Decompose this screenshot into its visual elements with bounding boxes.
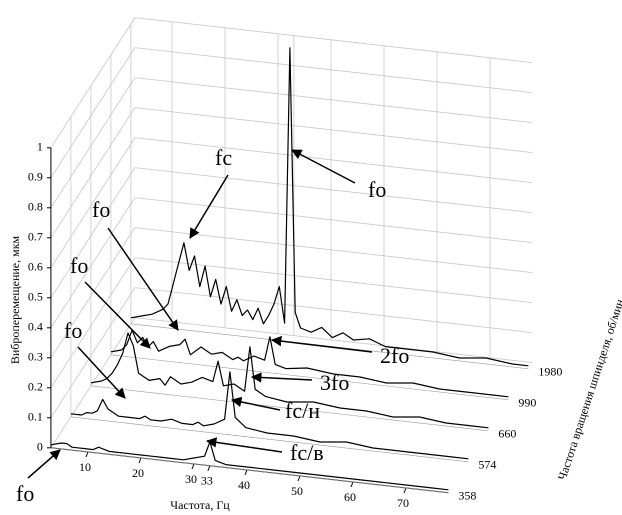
x-tick (244, 469, 248, 476)
grid-line (50, 287, 136, 419)
spectrum-line (130, 47, 529, 367)
floor-line (70, 416, 469, 463)
x-tick (403, 487, 407, 494)
depth-tick-label: 358 (458, 489, 476, 503)
annotation: fо (16, 481, 34, 506)
annotation-arrow (230, 396, 281, 411)
depth-tick-label: 574 (478, 458, 496, 472)
x-tick-label: 20 (132, 466, 144, 480)
z-tick-label: 0 (37, 440, 43, 454)
grid-line (134, 137, 533, 183)
z-tick-label: 0.3 (28, 350, 43, 364)
z-tick-label: 1 (37, 140, 43, 154)
depth-axis-label: Частота вращения шпинделя, об/мин (555, 297, 622, 482)
z-tick-label: 0.4 (28, 320, 43, 334)
grid-line (50, 167, 136, 299)
annotation-arrow (189, 174, 229, 239)
x-tick (297, 475, 301, 482)
annotation-arrow (84, 281, 151, 349)
floor-line (90, 385, 489, 432)
z-tick-label: 0.1 (28, 410, 43, 424)
grid-line (50, 47, 136, 179)
floor-line (50, 447, 449, 494)
annotation: 2fо (380, 343, 409, 368)
x-tick (191, 463, 195, 470)
annotation: fс/в (290, 440, 324, 465)
x-tick (85, 451, 89, 458)
depth-tick-label: 990 (518, 396, 536, 410)
x-tick (207, 465, 211, 471)
z-tick-label: 0.8 (28, 200, 43, 214)
grid-line (134, 227, 533, 273)
annotation: 3fо (320, 370, 349, 395)
annotation: fо (64, 318, 82, 343)
x-tick-label: 10 (79, 460, 91, 474)
grid-line (134, 287, 533, 333)
grid-line (134, 77, 533, 123)
annotation-arrow (205, 437, 283, 453)
x-tick-label: 40 (238, 478, 250, 492)
spectrum-line (90, 332, 489, 429)
z-tick-label: 0.7 (28, 230, 43, 244)
annotation-arrow (27, 449, 61, 479)
x-tick (350, 481, 354, 488)
grid-line (50, 17, 136, 149)
annotation-arrow (291, 149, 356, 184)
grid-line (134, 197, 533, 243)
z-axis-label: Виброперемещение, мкм (8, 235, 22, 364)
spectrum-line (110, 329, 509, 398)
floor-line (110, 354, 509, 401)
spectrum-line (70, 371, 469, 460)
x-tick-label: 50 (291, 484, 303, 498)
z-tick-label: 0.5 (28, 290, 43, 304)
annotation-arrow (270, 335, 373, 353)
annotation: fс (215, 145, 232, 170)
depth-tick-label: 660 (498, 427, 516, 441)
grid-line (134, 317, 533, 363)
annotation-arrow (250, 372, 313, 383)
grid-line (50, 77, 136, 209)
grid-line (134, 257, 533, 303)
annotation: fо (368, 177, 386, 202)
annotation-arrow (77, 346, 126, 399)
spectrum-line (50, 441, 449, 491)
x-axis-label: Частота, Гц (170, 498, 230, 512)
x-tick-label: 60 (344, 490, 356, 504)
z-tick-label: 0.2 (28, 380, 43, 394)
annotation: fо (92, 197, 110, 222)
x-tick (138, 457, 142, 464)
grid-line (134, 167, 533, 213)
annotation-arrow (107, 227, 179, 331)
annotation: fо (70, 253, 88, 278)
grid-line (134, 47, 533, 93)
annotation: fс/н (285, 398, 320, 423)
x-tick-label: 70 (397, 496, 409, 510)
z-tick-label: 0.9 (28, 170, 43, 184)
z-tick-label: 0.6 (28, 260, 43, 274)
grid-line (134, 107, 533, 153)
grid-line (50, 107, 136, 239)
grid-line (50, 257, 136, 389)
x-tick-label: 33 (201, 474, 213, 488)
grid-line (50, 227, 136, 359)
x-tick-label: 30 (185, 472, 197, 486)
grid-line (134, 17, 533, 63)
depth-tick-label: 1980 (538, 365, 562, 379)
grid-line (50, 137, 136, 269)
grid-line (50, 197, 136, 329)
